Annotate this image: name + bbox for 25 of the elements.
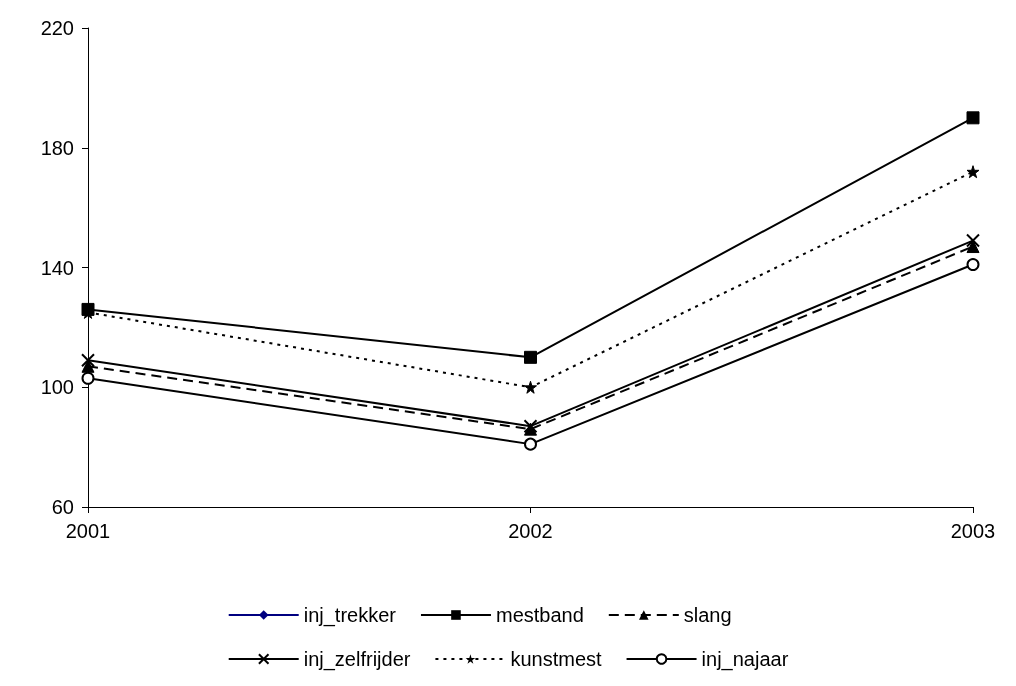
legend-label: inj_najaar [701,648,789,671]
y-tick-label: 100 [40,376,74,399]
legend-label: kunstmest [510,648,602,670]
legend-label: inj_zelfrijder [303,648,411,671]
point [524,380,537,394]
legend-label: mestband [495,604,584,626]
point [966,165,980,179]
point [524,350,537,364]
point [81,371,95,385]
legend-label: inj_trekker [303,604,397,627]
y-tick-label: 180 [40,136,74,159]
point [966,111,980,125]
point [524,437,537,451]
point [966,258,980,271]
x-tick-label: 2001 [65,520,111,542]
x-tick-label: 2002 [508,520,553,542]
x-tick-label: 2003 [950,520,996,542]
y-tick-label: 140 [40,256,74,279]
point [966,240,980,254]
point [966,233,980,248]
y-tick-label: 220 [40,17,74,39]
point [81,359,95,373]
legend-label: slang [683,604,732,626]
y-tick-label: 60 [51,496,74,518]
point [81,353,95,368]
